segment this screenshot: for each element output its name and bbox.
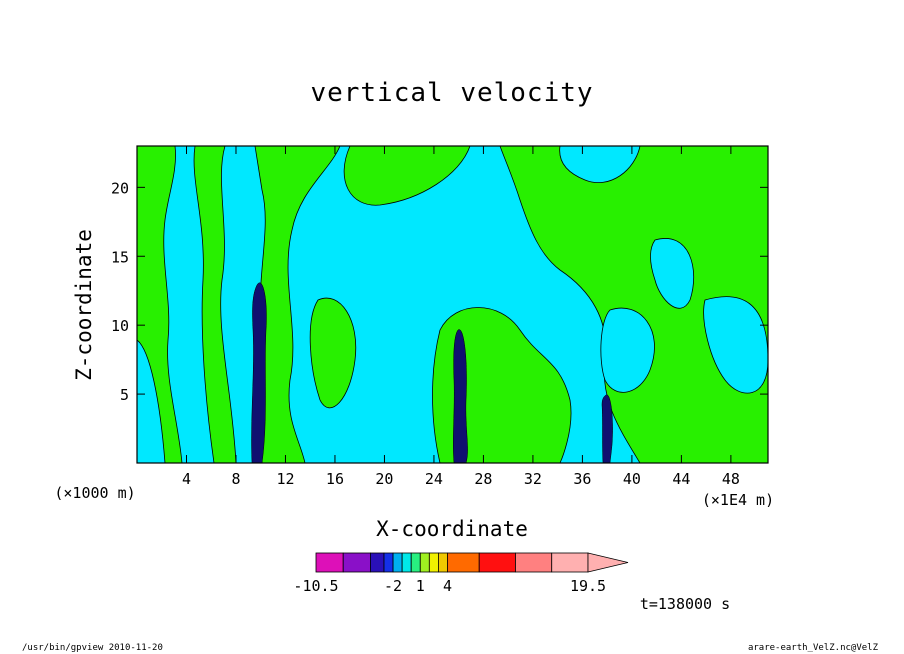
colorbar-segment (410, 552, 421, 573)
colorbar-segment (437, 552, 448, 573)
colorbar-label: 1 (416, 577, 425, 595)
plot-area (136, 145, 769, 464)
time-label: t=138000 s (640, 595, 730, 613)
y-tick-label: 10 (111, 317, 129, 335)
x-tick-label: 44 (672, 470, 690, 488)
y-tick-label: 15 (111, 248, 129, 266)
updraft-core-center (453, 329, 468, 463)
x-tick-label: 16 (326, 470, 344, 488)
colorbar-segment (447, 552, 480, 573)
footer-right: arare-earth_VelZ.nc@VelZ (748, 643, 879, 653)
contour-region-top-center (343, 146, 471, 206)
x-tick-label: 12 (276, 470, 294, 488)
updraft-core-left (251, 282, 267, 463)
contour-region-right-pocket-c (703, 296, 768, 394)
x-tick-label: 40 (623, 470, 641, 488)
contour-region-right-pocket-b (600, 307, 655, 393)
updraft-cores (251, 282, 613, 463)
colorbar-segment (428, 552, 439, 573)
colorbar-segment (478, 552, 516, 573)
contour-fill (137, 146, 768, 463)
contour-region-top-right-pocket (559, 146, 641, 184)
colorbar-segment (551, 552, 589, 573)
y-tick-label: 20 (111, 179, 129, 197)
colorbar-label: -2 (384, 577, 402, 595)
y-axis-title: Z-coordinate (72, 229, 96, 381)
contour-region-center (432, 307, 572, 463)
footer-left: /usr/bin/gpview 2010-11-20 (22, 643, 163, 653)
colorbar-segment (369, 552, 385, 573)
x-tick-label: 32 (524, 470, 542, 488)
contour-region-right (499, 146, 768, 463)
colorbar-label: 19.5 (570, 577, 606, 595)
contour-region-band-a (193, 146, 237, 463)
x-unit-left: (×1000 m) (54, 484, 135, 502)
colorbar-label: 4 (443, 577, 452, 595)
x-tick-label: 20 (375, 470, 393, 488)
colorbar-segment (392, 552, 403, 573)
x-tick-label: 24 (425, 470, 443, 488)
colorbar-segment (419, 552, 430, 573)
x-unit-right: (×1E4 m) (702, 491, 774, 509)
colorbar-segment (342, 552, 371, 573)
y-axis: 5 10 15 20 (111, 179, 768, 404)
colorbar-segment (383, 552, 394, 573)
colorbar-segment (315, 552, 344, 573)
x-tick-label: 4 (182, 470, 191, 488)
x-tick-label: 28 (474, 470, 492, 488)
x-tick-label: 8 (231, 470, 240, 488)
colorbar-extend-arrow (587, 552, 629, 573)
contour-region-mid-left (309, 297, 357, 409)
colorbar-segment (515, 552, 553, 573)
y-tick-label: 5 (120, 386, 129, 404)
contour-region-right-pocket-a (650, 238, 695, 309)
x-tick-label: 36 (573, 470, 591, 488)
updraft-core-right (601, 394, 613, 463)
x-axis: 4 8 12 16 20 24 28 32 36 40 44 48 (182, 146, 740, 488)
colorbar-segment (401, 552, 412, 573)
colorbar-label: -10.5 (293, 577, 338, 595)
chart-title: vertical velocity (310, 78, 593, 108)
colorbar: -10.5 -2 1 4 19.5 (293, 552, 629, 595)
x-axis-title: X-coordinate (376, 517, 528, 541)
x-tick-label: 48 (722, 470, 740, 488)
